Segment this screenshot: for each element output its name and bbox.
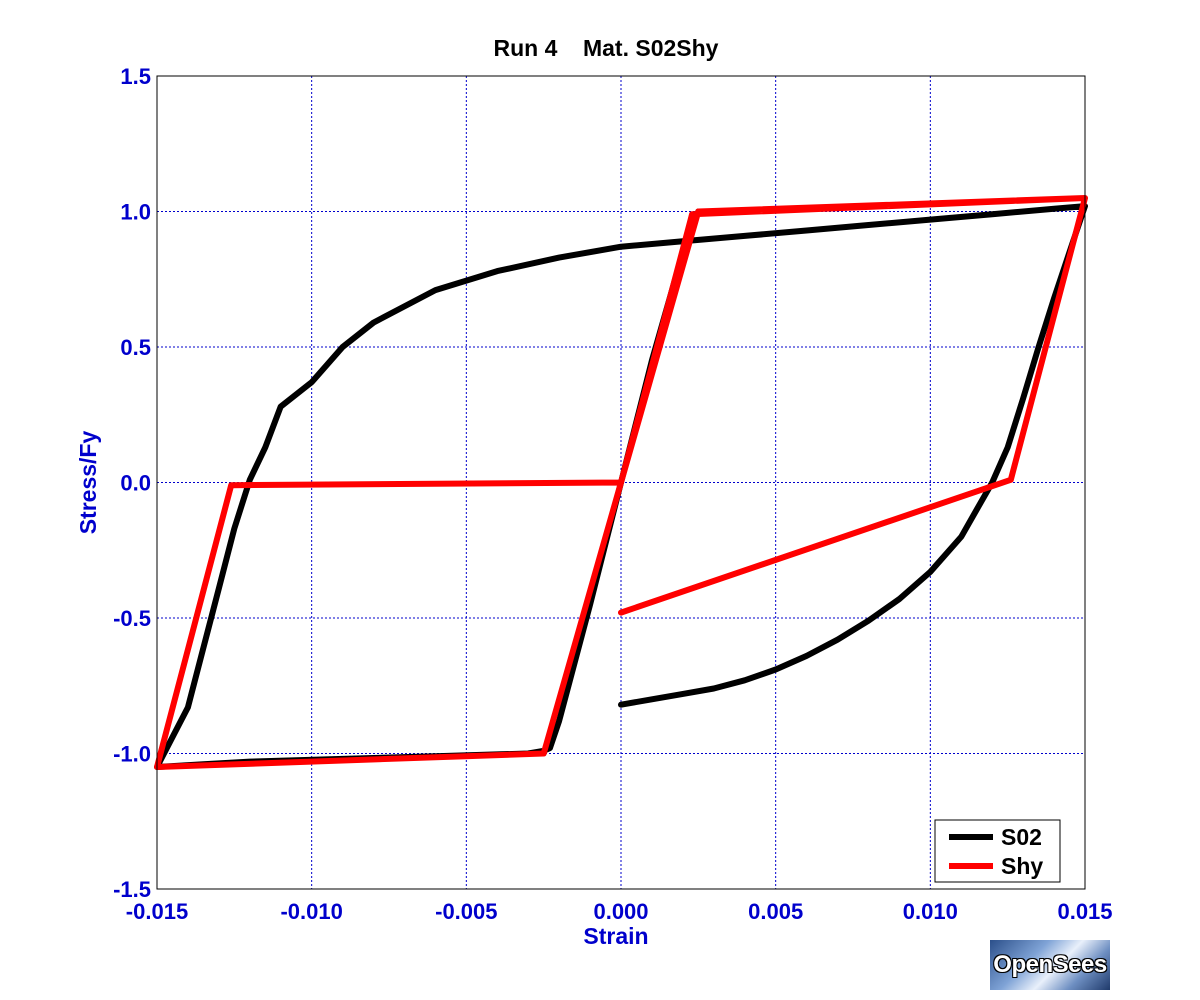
logo-text: OpenSees bbox=[993, 951, 1107, 978]
y-tick-label: -1.0 bbox=[113, 742, 151, 767]
x-tick-label: 0.010 bbox=[903, 899, 958, 924]
x-tick-label: 0.015 bbox=[1057, 899, 1112, 924]
x-tick-label: -0.005 bbox=[435, 899, 497, 924]
tick-labels: -0.015 -0.010 -0.005 0.000 0.005 0.010 0.015 1.… bbox=[113, 64, 1112, 924]
plot-frame bbox=[156, 75, 1086, 890]
x-tick-label: 0.005 bbox=[748, 899, 803, 924]
x-tick-label: -0.015 bbox=[126, 899, 188, 924]
y-tick-label: -0.5 bbox=[113, 606, 151, 631]
legend-box bbox=[934, 819, 1061, 883]
y-tick-label: 0.0 bbox=[120, 471, 151, 496]
x-tick-label: 0.000 bbox=[593, 899, 648, 924]
y-tick-label: 0.5 bbox=[120, 335, 151, 360]
chart-title: Run 4 Mat. S02Shy bbox=[494, 35, 719, 61]
y-axis-label: Stress/Fy bbox=[75, 431, 101, 535]
legend: S02 Shy bbox=[934, 819, 1061, 883]
legend-label-shy: Shy bbox=[1001, 853, 1043, 879]
y-tick-label: -1.5 bbox=[113, 877, 151, 902]
y-tick-label: 1.0 bbox=[120, 200, 151, 225]
x-tick-label: -0.010 bbox=[280, 899, 342, 924]
legend-label-s02: S02 bbox=[1001, 824, 1042, 850]
x-axis-label: Strain bbox=[583, 923, 648, 949]
opensees-logo: OpenSees bbox=[990, 940, 1110, 990]
y-tick-label: 1.5 bbox=[120, 64, 151, 89]
